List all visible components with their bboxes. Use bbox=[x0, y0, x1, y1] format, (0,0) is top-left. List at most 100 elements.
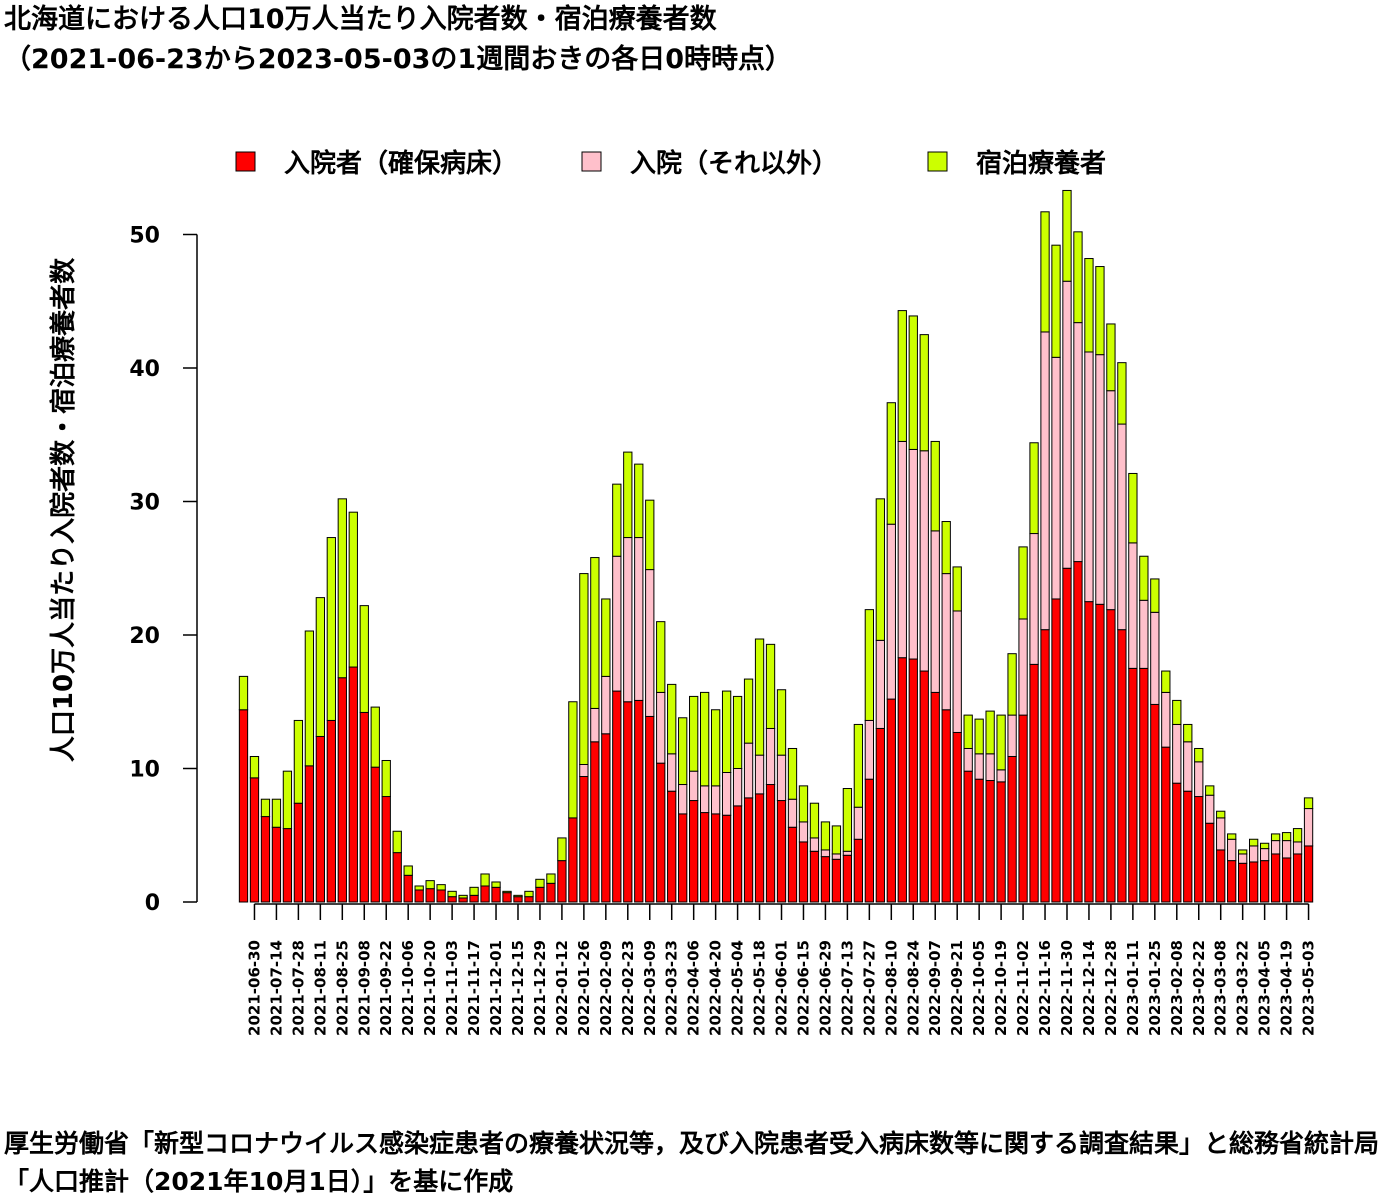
x-tick-label: 2021-09-08 bbox=[355, 940, 373, 1036]
x-tick-label: 2022-11-30 bbox=[1058, 940, 1076, 1036]
bar-segment-series2 bbox=[1161, 670, 1171, 693]
bar-segment-series0 bbox=[1117, 629, 1127, 903]
bar-segment-series2 bbox=[974, 718, 984, 755]
bar-segment-series1 bbox=[710, 785, 721, 815]
x-tick-label: 2022-02-09 bbox=[597, 940, 615, 1036]
bar-segment-series1 bbox=[1018, 618, 1028, 716]
bar-segment-series0 bbox=[1172, 782, 1182, 903]
bar-segment-series2 bbox=[831, 825, 842, 855]
bar-segment-series1 bbox=[1117, 423, 1127, 631]
bar-segment-series1 bbox=[798, 821, 809, 843]
bar-segment-series0 bbox=[447, 896, 457, 903]
bar-segment-series0 bbox=[249, 777, 260, 903]
x-tick-label: 2022-11-02 bbox=[1014, 940, 1032, 1036]
bar-segment-series1 bbox=[1194, 761, 1204, 798]
bar-segment-series1 bbox=[963, 747, 973, 772]
bar-segment-series1 bbox=[754, 754, 765, 795]
bar-segment-series0 bbox=[710, 813, 721, 903]
bar-segment-series0 bbox=[1281, 857, 1292, 903]
bar-segment-series2 bbox=[337, 498, 347, 679]
bar-segment-series1 bbox=[776, 754, 787, 802]
bar-segment-series2 bbox=[1238, 849, 1248, 855]
bar-segment-series0 bbox=[776, 800, 787, 903]
bar-segment-series2 bbox=[557, 837, 567, 862]
bar-segment-series0 bbox=[1018, 714, 1028, 903]
bar-segment-series2 bbox=[1216, 810, 1226, 819]
bar-segment-series1 bbox=[700, 785, 710, 814]
bar-segment-series2 bbox=[612, 483, 622, 557]
bar-segment-series2 bbox=[502, 890, 512, 894]
x-tick-label: 2022-07-27 bbox=[860, 940, 878, 1036]
x-tick-label: 2022-02-23 bbox=[619, 940, 637, 1036]
bar-segment-series1 bbox=[645, 569, 655, 717]
bar-segment-series2 bbox=[1194, 747, 1204, 763]
x-tick-label: 2022-10-05 bbox=[970, 940, 988, 1036]
bar-segment-series1 bbox=[1128, 542, 1138, 669]
bar-segment-series1 bbox=[1216, 817, 1226, 851]
bar-segment-series2 bbox=[853, 723, 864, 808]
bar-segment-series1 bbox=[743, 742, 754, 799]
bar-segment-series1 bbox=[1007, 714, 1017, 757]
bar-segment-series2 bbox=[634, 463, 644, 539]
bar-segment-series1 bbox=[996, 769, 1006, 783]
bar-segment-series2 bbox=[436, 884, 446, 891]
bar-segment-series1 bbox=[1172, 723, 1182, 784]
x-tick-label: 2021-06-30 bbox=[245, 940, 263, 1036]
bar-segment-series2 bbox=[491, 881, 501, 888]
bar-segment-series1 bbox=[1095, 354, 1105, 605]
bar-segment-series2 bbox=[667, 683, 677, 755]
bar-segment-series1 bbox=[831, 853, 842, 860]
stacked-bar-chart: 北海道における人口10万人当たり入院者数・宿泊療養者数 （2021-06-23か… bbox=[4, 3, 1318, 1036]
bar-segment-series0 bbox=[996, 781, 1006, 903]
bar-segment-series2 bbox=[875, 498, 885, 641]
x-tick-label: 2022-03-23 bbox=[663, 940, 681, 1036]
bar-segment-series1 bbox=[897, 440, 907, 659]
bar-segment-series2 bbox=[820, 821, 831, 851]
bar-segment-series1 bbox=[820, 849, 831, 858]
x-tick-label: 2022-12-28 bbox=[1102, 940, 1120, 1036]
x-tick-label: 2021-12-29 bbox=[531, 940, 549, 1036]
bar-segment-series2 bbox=[1084, 258, 1094, 353]
bar-segment-series1 bbox=[941, 573, 951, 711]
x-tick-label: 2022-09-07 bbox=[926, 940, 944, 1036]
bar-segment-series1 bbox=[1238, 853, 1248, 864]
x-tick-label: 2023-01-11 bbox=[1124, 940, 1142, 1036]
bar-segment-series0 bbox=[842, 854, 853, 903]
bar-segment-series2 bbox=[546, 873, 556, 884]
bar-segment-series0 bbox=[524, 896, 534, 903]
bar-segment-series0 bbox=[875, 727, 885, 903]
bar-segment-series0 bbox=[403, 874, 413, 903]
bar-segment-series1 bbox=[721, 772, 732, 816]
bar-segment-series1 bbox=[1270, 840, 1281, 855]
bar-segment-series2 bbox=[458, 894, 468, 899]
bar-segment-series2 bbox=[403, 865, 413, 876]
bar-segment-series0 bbox=[886, 698, 896, 903]
bar-segment-series2 bbox=[381, 759, 391, 798]
bar-segment-series1 bbox=[1249, 845, 1259, 863]
bar-segment-series0 bbox=[1205, 822, 1215, 903]
bar-segment-series2 bbox=[282, 770, 293, 830]
bar-segment-series1 bbox=[1303, 808, 1314, 847]
chart-title-line1: 北海道における人口10万人当たり入院者数・宿泊療養者数 bbox=[4, 3, 718, 35]
bar-segment-series1 bbox=[1029, 533, 1039, 665]
bar-segment-series2 bbox=[1281, 832, 1292, 842]
bar-segment-series0 bbox=[678, 813, 688, 903]
bar-segment-series0 bbox=[1007, 755, 1017, 903]
bar-segment-series0 bbox=[689, 800, 699, 903]
bar-segment-series1 bbox=[1073, 322, 1083, 563]
bar-segment-series2 bbox=[985, 710, 995, 755]
bar-segment-series2 bbox=[304, 630, 315, 767]
bar-segment-series0 bbox=[1029, 663, 1039, 903]
bar-segment-series0 bbox=[787, 826, 798, 903]
bar-segment-series0 bbox=[1303, 845, 1314, 903]
x-tick-label: 2022-05-18 bbox=[751, 940, 769, 1036]
bar-segment-series0 bbox=[645, 715, 655, 903]
x-tick-label: 2021-10-20 bbox=[421, 940, 439, 1036]
bar-segment-series0 bbox=[1292, 853, 1303, 903]
bar-segment-series0 bbox=[282, 828, 293, 903]
y-tick-label: 20 bbox=[129, 624, 160, 649]
bar-segment-series0 bbox=[623, 701, 633, 903]
bar-segment-series2 bbox=[623, 451, 633, 539]
bar-segment-series2 bbox=[271, 798, 282, 828]
bar-segment-series0 bbox=[293, 802, 304, 903]
